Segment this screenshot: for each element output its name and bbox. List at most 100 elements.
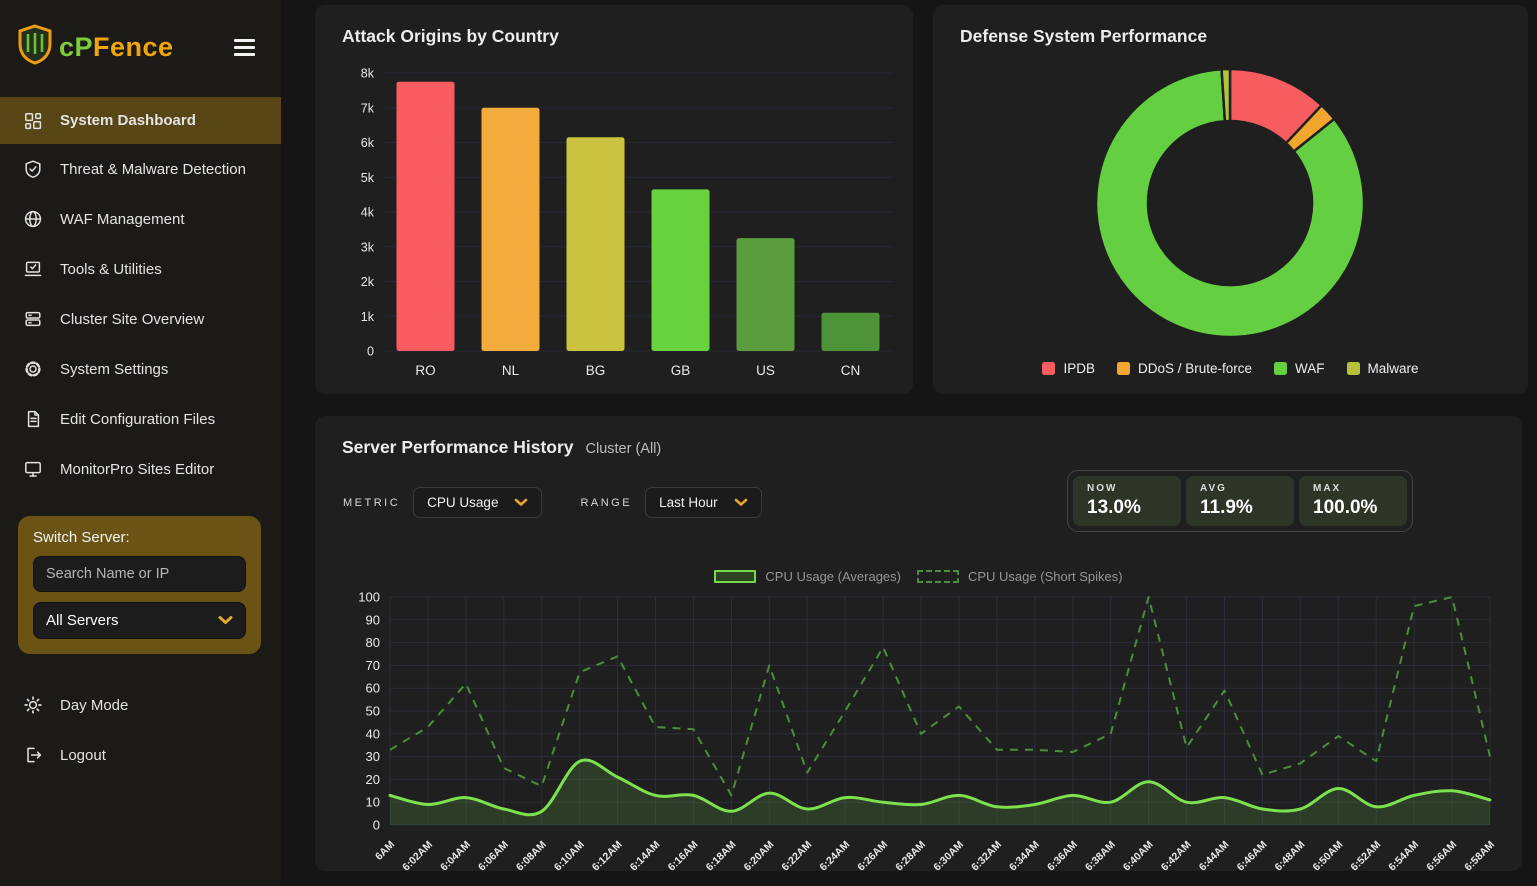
bar-CN (821, 312, 880, 351)
performance-history-card: Server Performance History Cluster (All) … (315, 416, 1522, 871)
svg-text:6:40AM: 6:40AM (1121, 838, 1156, 871)
brand-name: cPFence (59, 32, 174, 62)
history-subtitle: Cluster (All) (585, 441, 662, 457)
svg-text:CN: CN (841, 363, 861, 378)
sidebar-item-day-mode[interactable]: Day Mode (0, 680, 281, 730)
legend-item-averages[interactable]: CPU Usage (Averages) (714, 569, 901, 584)
donut-chart (1094, 67, 1366, 339)
svg-text:7k: 7k (361, 101, 375, 115)
performance-history-title: Server Performance History Cluster (All) (342, 437, 661, 458)
legend-item-spikes[interactable]: CPU Usage (Short Spikes) (916, 569, 1123, 584)
legend-item-IPDB[interactable]: IPDB (1042, 361, 1095, 376)
svg-text:80: 80 (366, 635, 380, 650)
svg-text:6:52AM: 6:52AM (1348, 838, 1383, 871)
sidebar-item-label: WAF Management (60, 210, 185, 228)
stat-max-label: MAX (1313, 483, 1342, 494)
sidebar-item-tools-utilities[interactable]: Tools & Utilities (0, 244, 281, 294)
stat-avg-label: AVG (1200, 483, 1227, 494)
cpu-spikes-line (389, 596, 1491, 797)
sun-icon (22, 695, 43, 716)
shield-logo-icon (16, 24, 54, 71)
chevron-down-icon (514, 495, 528, 510)
svg-text:1k: 1k (361, 310, 375, 324)
sidebar-nav: System Dashboard Threat & Malware Detect… (0, 97, 281, 494)
sidebar-item-label: Tools & Utilities (60, 260, 162, 278)
dashed-line-swatch (916, 570, 959, 583)
server-select-value: All Servers (46, 612, 119, 629)
svg-text:4k: 4k (361, 206, 375, 220)
svg-text:3k: 3k (361, 240, 375, 254)
svg-text:60: 60 (366, 681, 380, 696)
monitor-icon (22, 459, 43, 480)
sidebar-item-edit-config[interactable]: Edit Configuration Files (0, 394, 281, 444)
logout-icon (22, 745, 43, 766)
sidebar-item-system-dashboard[interactable]: System Dashboard (0, 97, 281, 144)
cpu-averages-line (388, 758, 1492, 817)
svg-text:6:02AM: 6:02AM (400, 838, 435, 871)
svg-text:30: 30 (366, 749, 380, 764)
legend-item-WAF[interactable]: WAF (1274, 361, 1325, 376)
cpu-averages-area (390, 759, 1490, 825)
sidebar-item-monitorpro-editor[interactable]: MonitorPro Sites Editor (0, 444, 281, 494)
sidebar-item-label: Day Mode (60, 696, 129, 714)
tools-icon (22, 259, 43, 280)
svg-text:6:28AM: 6:28AM (893, 838, 928, 871)
attack-origins-title: Attack Origins by Country (342, 26, 559, 46)
svg-text:6:50AM: 6:50AM (1311, 838, 1346, 871)
sidebar-item-label: System Settings (60, 360, 169, 378)
bar-GB (651, 189, 710, 351)
bar-BG (566, 137, 625, 351)
server-select-dropdown[interactable]: All Servers (33, 602, 246, 639)
svg-text:6:10AM: 6:10AM (552, 838, 587, 871)
stat-max: MAX 100.0% (1299, 476, 1407, 526)
svg-text:6:44AM: 6:44AM (1197, 838, 1232, 871)
sidebar-item-label: Threat & Malware Detection (60, 160, 246, 178)
svg-text:5k: 5k (361, 171, 375, 185)
stat-max-value: 100.0% (1313, 497, 1378, 518)
svg-text:70: 70 (366, 658, 380, 673)
range-value: Last Hour (659, 495, 718, 510)
metric-dropdown[interactable]: CPU Usage (413, 487, 543, 518)
stat-avg: AVG 11.9% (1186, 476, 1294, 526)
history-title-text: Server Performance History (342, 437, 574, 457)
svg-text:50: 50 (366, 704, 380, 719)
file-icon (22, 409, 43, 430)
metric-value: CPU Usage (427, 495, 499, 510)
sidebar-item-cluster-overview[interactable]: Cluster Site Overview (0, 294, 281, 344)
svg-text:6:14AM: 6:14AM (628, 838, 663, 871)
defense-performance-card: Defense System Performance IPDB DDoS / Br… (933, 5, 1528, 394)
range-dropdown[interactable]: Last Hour (645, 487, 762, 518)
sidebar-item-logout[interactable]: Logout (0, 730, 281, 780)
legend-item-DDoS / Brute-force[interactable]: DDoS / Brute-force (1116, 361, 1252, 376)
hamburger-menu-button[interactable] (230, 31, 259, 64)
sidebar-item-system-settings[interactable]: System Settings (0, 344, 281, 394)
globe-icon (22, 209, 43, 230)
legend-item-Malware[interactable]: Malware (1346, 361, 1419, 376)
svg-text:6:06AM: 6:06AM (476, 838, 511, 871)
stat-avg-value: 11.9% (1200, 497, 1253, 518)
legend-swatch (1346, 362, 1360, 375)
legend-label: Malware (1367, 361, 1419, 376)
stat-now-value: 13.0% (1087, 497, 1141, 518)
svg-text:6:56AM: 6:56AM (1424, 838, 1459, 871)
bar-NL (481, 107, 540, 351)
svg-text:6:20AM: 6:20AM (742, 838, 777, 871)
legend-label: WAF (1295, 361, 1325, 376)
donut-legend: IPDB DDoS / Brute-force WAF Malware (933, 361, 1528, 376)
brand-logo: cPFence (0, 0, 281, 91)
range-label: RANGE (580, 496, 633, 509)
bar-chart: 0 1k 2k 3k 4k 5k 6k 7k 8k RO NL BG GB US CN (361, 67, 893, 378)
svg-text:6:48AM: 6:48AM (1273, 838, 1308, 871)
sidebar-item-label: MonitorPro Sites Editor (60, 460, 215, 478)
sidebar-item-threat-malware[interactable]: Threat & Malware Detection (0, 144, 281, 194)
bar-US (736, 238, 795, 351)
line-chart-legend: CPU Usage (Averages) CPU Usage (Short Sp… (315, 569, 1522, 584)
sidebar-item-waf-management[interactable]: WAF Management (0, 194, 281, 244)
bar-RO (396, 81, 455, 351)
svg-text:6:24AM: 6:24AM (817, 838, 852, 871)
defense-performance-title: Defense System Performance (960, 26, 1208, 46)
legend-swatch (1274, 362, 1288, 375)
server-search-input[interactable] (33, 556, 246, 592)
svg-text:US: US (756, 363, 775, 378)
